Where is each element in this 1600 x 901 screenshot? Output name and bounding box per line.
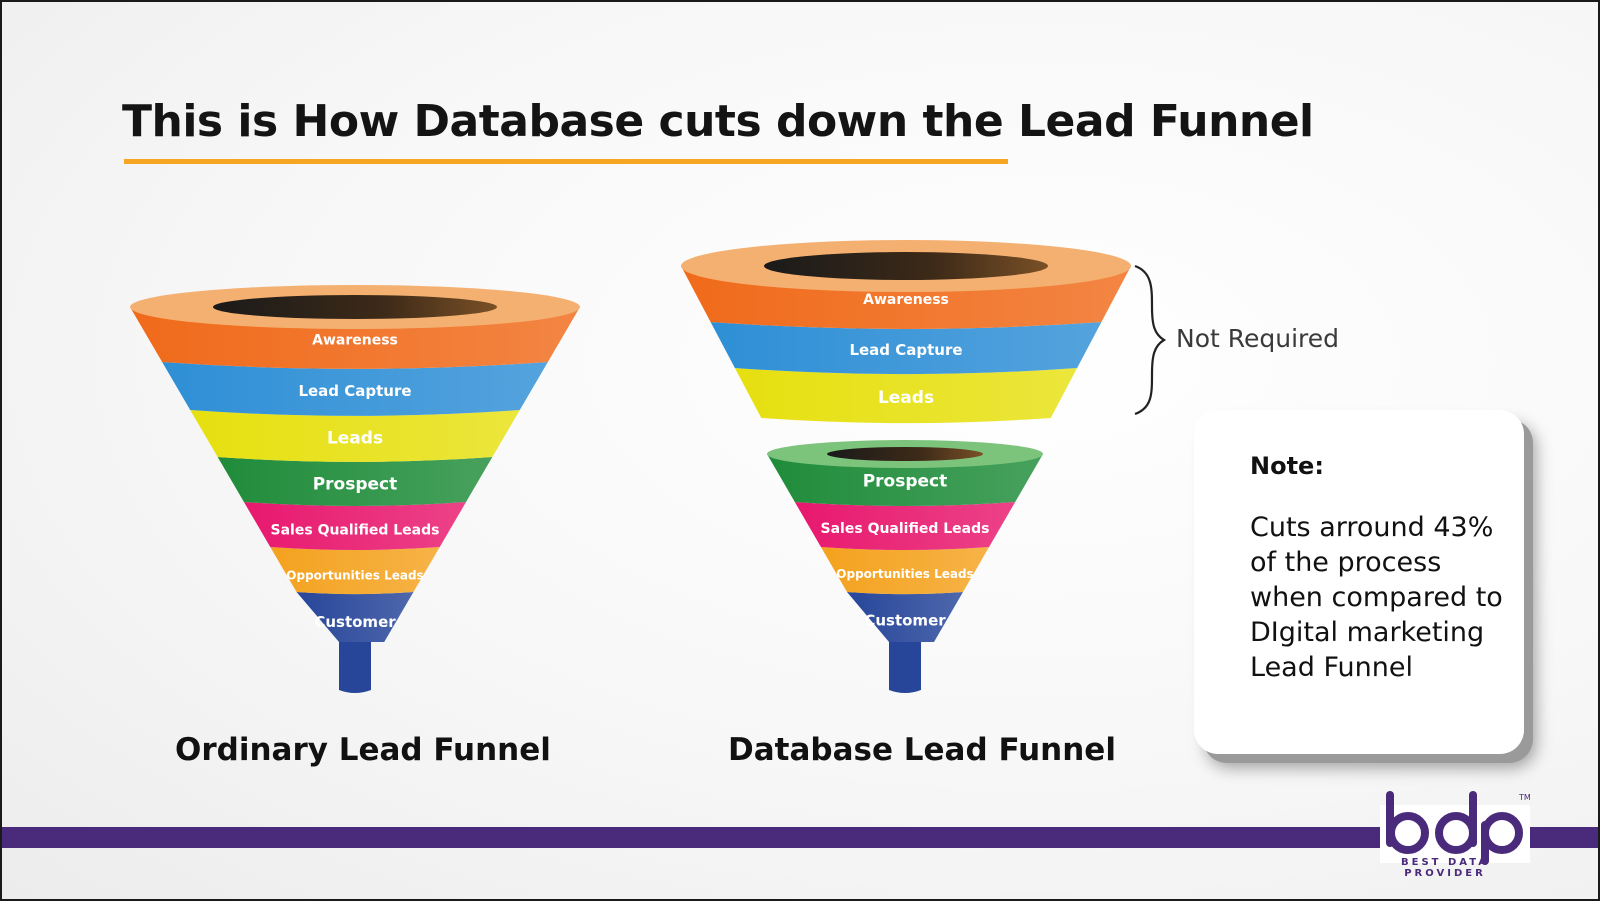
database-stage-label-opportunities-leads: Opportunities Leads: [836, 567, 973, 581]
logo-text-line1: BEST DATA: [1400, 857, 1489, 868]
ordinary-stage-label-prospect: Prospect: [313, 475, 398, 495]
ordinary-stage-label-sales-qualified-leads: Sales Qualified Leads: [271, 523, 440, 539]
bottom-band: [2, 827, 1598, 848]
database-stage-label-prospect: Prospect: [863, 472, 948, 492]
database-stage-label-customer: Customer: [864, 612, 946, 630]
database-stage-prospect: Prospect: [767, 454, 1043, 506]
title-underline: [124, 159, 1008, 164]
ordinary-stage-label-leads: Leads: [327, 429, 383, 449]
logo-text-line2: PROVIDER: [1404, 868, 1486, 879]
database-funnel: Customer Opportunities Leads Sales Qualifi…: [767, 440, 1043, 693]
database-funnel-caption: Database Lead Funnel: [728, 732, 1116, 768]
database-stage-sales-qualified-leads: Sales Qualified Leads: [794, 502, 1016, 551]
page-title: This is How Database cuts down the Lead …: [122, 96, 1314, 147]
ordinary-funnel-caption: Ordinary Lead Funnel: [175, 732, 551, 768]
ordinary-stage-prospect: Prospect: [217, 457, 493, 506]
db-removed-rim: [681, 240, 1131, 292]
database-stage-label-sales-qualified-leads: Sales Qualified Leads: [821, 521, 990, 537]
ordinary-funnel: Customer Opportunities Leads Sales Qualifi…: [130, 285, 580, 693]
ordinary-stage-customer: Customer: [296, 592, 414, 642]
db-removed-stage-lead-capture: Lead Capture: [710, 322, 1102, 375]
database-spout: [889, 642, 921, 693]
ordinary-stage-sales-qualified-leads: Sales Qualified Leads: [243, 502, 467, 551]
db-removed-stage-label-leads: Leads: [878, 388, 934, 408]
database-funnel-removed-part: Leads Lead Capture Awareness: [681, 240, 1131, 424]
ordinary-stage-opportunities-leads: Opportunities Leads: [270, 547, 440, 595]
note-heading: Note:: [1250, 452, 1324, 480]
not-required-annotation: Not Required: [1176, 324, 1340, 353]
ordinary-stage-lead-capture: Lead Capture: [162, 362, 548, 416]
note-body: Cuts arround 43% of the process when com…: [1250, 512, 1503, 683]
ordinary-stage-label-customer: Customer: [314, 613, 396, 631]
database-stage-customer: Customer: [847, 592, 963, 642]
database-rim: [767, 440, 1043, 468]
db-removed-stage-label-awareness: Awareness: [863, 292, 949, 308]
note-card: Note: Cuts arround 43% of the process wh…: [1194, 410, 1524, 754]
bdp-logo-mark: [1380, 791, 1530, 865]
trademark-mark: TM: [1519, 793, 1531, 802]
bdp-logo: TM BEST DATA PROVIDER: [1380, 785, 1538, 885]
db-removed-stage-leads: Leads: [734, 368, 1078, 424]
ordinary-rim: [130, 285, 580, 329]
ordinary-stage-leads: Leads: [190, 410, 520, 462]
ordinary-spout: [339, 642, 371, 693]
curly-brace: [1134, 264, 1167, 416]
database-stage-opportunities-leads: Opportunities Leads: [820, 547, 990, 595]
db-removed-stage-label-lead-capture: Lead Capture: [849, 341, 962, 359]
ordinary-stage-label-awareness: Awareness: [312, 333, 398, 349]
ordinary-stage-label-opportunities-leads: Opportunities Leads: [286, 569, 423, 583]
ordinary-stage-label-lead-capture: Lead Capture: [298, 382, 411, 400]
